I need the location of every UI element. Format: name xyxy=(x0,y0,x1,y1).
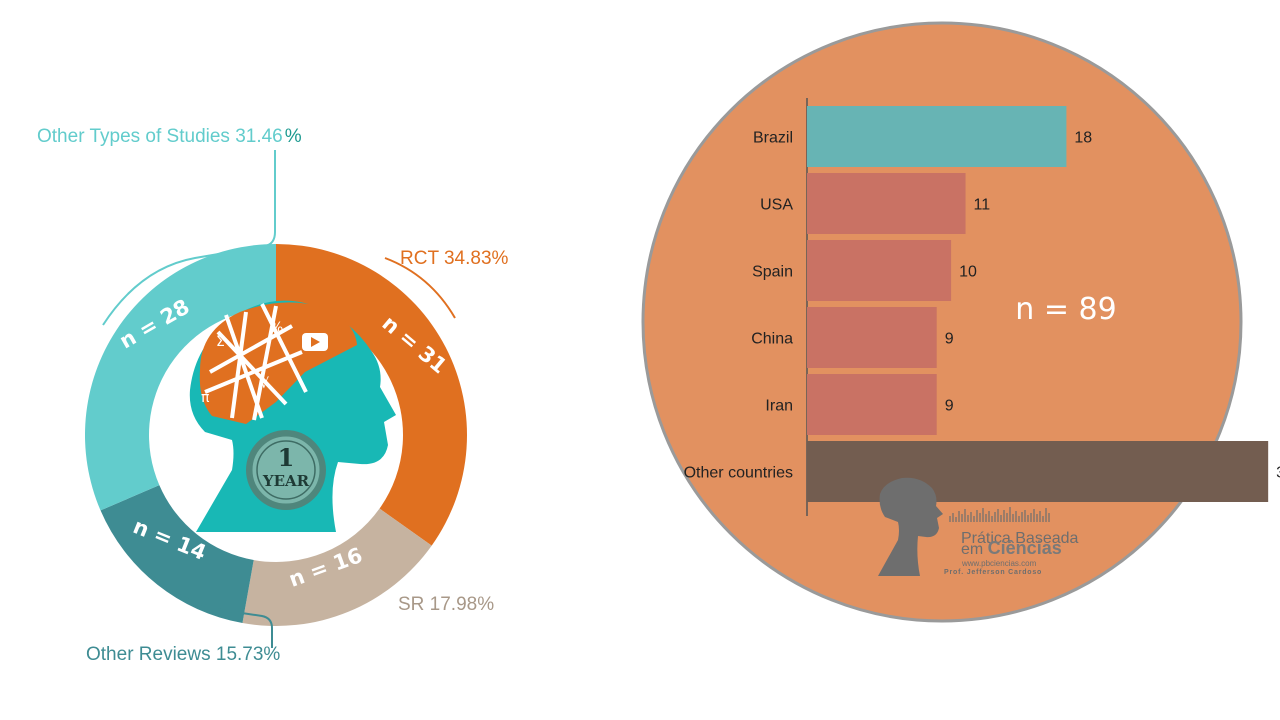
value-label: 18 xyxy=(1074,130,1092,147)
badge-number: 1 xyxy=(278,443,295,472)
category-label: Other countries xyxy=(684,465,793,482)
donut-chart: Other Types of Studies 31.46% RCT 34.83%… xyxy=(37,126,509,665)
value-label: 9 xyxy=(945,398,954,415)
bar-iran xyxy=(807,374,937,435)
percent-icon: % xyxy=(270,320,283,336)
bar-spain xyxy=(807,240,952,301)
category-label: USA xyxy=(760,197,793,214)
donut-slice-sr xyxy=(242,508,432,626)
label-other-types: Other Types of Studies 31.46% xyxy=(37,126,302,147)
total-n-label: n = 89 xyxy=(1015,292,1116,327)
callout-line-rct xyxy=(384,257,456,319)
callout-line-other-reviews xyxy=(147,571,273,648)
category-label: Spain xyxy=(752,264,793,281)
bar-usa xyxy=(807,173,966,234)
bars xyxy=(807,106,1269,502)
label-sr: SR 17.98% xyxy=(398,594,494,615)
value-label: 10 xyxy=(959,264,977,281)
value-label: 11 xyxy=(974,197,991,214)
waveform-icon xyxy=(949,507,1050,522)
watermark-logo: Prática Baseada em Ciências www.pbcienci… xyxy=(878,477,1079,576)
label-rct: RCT 34.83% xyxy=(400,248,509,269)
label-other-reviews: Other Reviews 15.73% xyxy=(86,644,280,665)
value-labels: 18 11 10 9 9 32 xyxy=(945,130,1280,482)
bar-brazil xyxy=(807,106,1067,167)
year-badge: 1 YEAR xyxy=(246,430,326,510)
bar-other-countries xyxy=(807,441,1269,502)
brain-lines xyxy=(204,303,308,421)
pi-icon: π xyxy=(201,390,210,406)
bar-china xyxy=(807,307,937,368)
head-logo: Σ % π √ 1 YEAR xyxy=(189,300,396,532)
play-icon xyxy=(302,333,328,351)
donut-slices xyxy=(85,244,468,626)
category-label: China xyxy=(751,331,793,348)
donut-slice-rct xyxy=(276,244,468,546)
sigma-icon: Σ xyxy=(216,334,225,350)
callout-line-sr xyxy=(344,584,393,601)
logo-head-icon xyxy=(878,477,943,576)
donut-slice-other-reviews xyxy=(100,485,254,624)
sqrt-icon: √ xyxy=(260,376,269,392)
category-label: Brazil xyxy=(753,130,793,147)
category-labels: Brazil USA Spain China Iran Other countries xyxy=(684,130,794,482)
logo-line2: em Ciências xyxy=(961,538,1062,558)
bar-chart: Brazil USA Spain China Iran Other countries 1… xyxy=(641,21,1280,623)
donut-slice-other-types xyxy=(85,244,277,511)
logo-author: Prof. Jefferson Cardoso xyxy=(944,569,1042,576)
logo-line1: Prática Baseada xyxy=(961,530,1079,547)
value-label: 32 xyxy=(1276,465,1280,482)
value-label: 9 xyxy=(945,331,954,348)
badge-word: YEAR xyxy=(262,472,310,490)
category-label: Iran xyxy=(765,398,793,415)
logo-url: www.pbciencias.com xyxy=(961,559,1037,568)
callout-line-other-types xyxy=(102,150,276,326)
